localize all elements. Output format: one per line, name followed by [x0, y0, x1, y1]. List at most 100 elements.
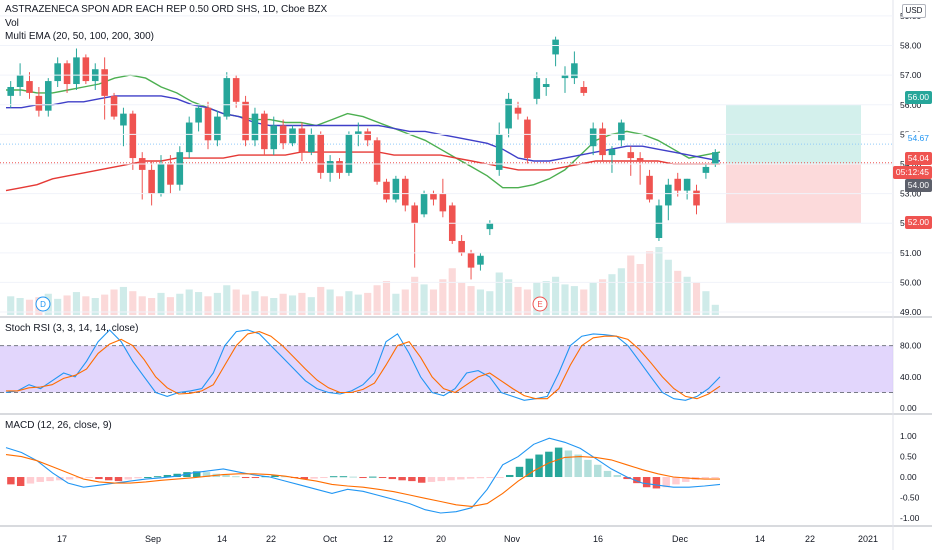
- macd-histogram-bar: [193, 471, 201, 478]
- macd-histogram-bar: [95, 477, 103, 480]
- macd-tick-label: -1.00: [900, 513, 920, 523]
- macd-histogram-bar: [613, 474, 622, 478]
- volume-bar: [335, 296, 344, 315]
- volume-bar: [683, 276, 691, 315]
- price-tick-label: 58.00: [900, 41, 922, 51]
- candle-body: [486, 223, 494, 230]
- macd-histogram-bar: [104, 477, 113, 481]
- volume-bar: [129, 291, 137, 315]
- candle-body: [599, 128, 606, 156]
- candle-body: [251, 113, 259, 141]
- volume-bar: [91, 298, 99, 315]
- ema-line: [6, 74, 721, 189]
- candle-body: [514, 107, 522, 114]
- macd-histogram-bar: [271, 475, 279, 478]
- macd-histogram-bar: [623, 477, 631, 480]
- macd-tick-label: 0.50: [900, 452, 917, 462]
- time-axis-label: 16: [593, 534, 603, 544]
- macd-histogram-bar: [496, 477, 504, 479]
- candle-body: [44, 81, 52, 111]
- macd-histogram-bar: [153, 476, 162, 478]
- candle-body: [693, 190, 700, 206]
- time-axis-label: Sep: [145, 534, 161, 544]
- candle-body: [439, 193, 447, 212]
- volume-bar: [270, 298, 278, 315]
- time-axis-label: 14: [755, 534, 765, 544]
- macd-histogram-bar: [36, 477, 44, 482]
- volume-bar: [486, 291, 494, 315]
- candle-body: [308, 134, 315, 153]
- stoch-rsi-label[interactable]: Stoch RSI (3, 3, 14, 14, close): [5, 323, 139, 334]
- volume-bar: [627, 255, 635, 315]
- volume-bar: [54, 298, 62, 315]
- macd-tick-label: 0.00: [900, 472, 917, 482]
- event-marker-label: D: [40, 300, 46, 309]
- candle-body: [627, 152, 635, 159]
- last-price-tag: 54.04: [904, 152, 932, 165]
- candle-body: [232, 78, 240, 102]
- candle-body: [430, 193, 437, 200]
- currency-badge[interactable]: USD: [902, 4, 926, 18]
- candle-body: [120, 113, 127, 126]
- macd-histogram-bar: [554, 447, 563, 478]
- volume-bar: [382, 281, 391, 315]
- volume-bars: [7, 247, 719, 315]
- macd-histogram-bar: [251, 477, 260, 479]
- volume-bar: [157, 292, 165, 315]
- entry-price-tag: 54.00: [904, 179, 932, 192]
- candle-body: [618, 122, 625, 141]
- candle-body: [401, 178, 409, 206]
- symbol-title[interactable]: ASTRAZENECA SPON ADR EACH REP 0.50 ORD S…: [5, 4, 328, 15]
- volume-bar: [711, 304, 719, 315]
- volume-bar: [16, 298, 24, 315]
- event-marker: [532, 296, 548, 312]
- candle-body: [467, 252, 475, 268]
- macd-histogram-bar: [65, 477, 74, 480]
- volume-bar: [298, 292, 306, 315]
- stoch-tick-label: 0.00: [900, 403, 917, 413]
- macd-label[interactable]: MACD (12, 26, close, 9): [5, 420, 112, 431]
- macd-histogram-bar: [310, 477, 318, 479]
- volume-bar: [561, 284, 569, 315]
- volume-bar: [345, 291, 353, 315]
- volume-bar: [176, 293, 184, 315]
- target-price-tag: 56.00: [904, 91, 932, 104]
- price-tick-label: 50.00: [900, 277, 922, 287]
- stoch-tick-label: 40.00: [900, 372, 922, 382]
- volume-bar: [523, 289, 531, 315]
- macd-histogram-bar: [339, 476, 348, 478]
- macd-histogram-bar: [7, 477, 15, 485]
- volume-bar: [617, 268, 625, 315]
- macd-tick-label: 1.00: [900, 431, 917, 441]
- candle-body: [195, 107, 202, 123]
- ema-indicator-label[interactable]: Multi EMA (20, 50, 100, 200, 300): [5, 31, 154, 42]
- time-axis-label: 14: [217, 534, 227, 544]
- volume-bar: [674, 270, 682, 315]
- candle-body: [336, 161, 343, 173]
- macd-histogram-bar: [173, 473, 181, 478]
- macd-histogram-bar: [545, 451, 553, 478]
- candle-body: [589, 128, 597, 147]
- volume-bar: [166, 297, 174, 315]
- volume-bar: [608, 274, 616, 315]
- candle-body: [355, 131, 362, 135]
- candle-body: [298, 128, 306, 153]
- bar-countdown-tag: 05:12:45: [892, 166, 932, 179]
- macd-histogram-bar: [281, 476, 289, 478]
- volume-indicator-label[interactable]: Vol: [5, 18, 19, 29]
- macd-histogram-bar: [476, 477, 485, 479]
- macd-histogram-bar: [349, 476, 357, 478]
- macd-histogram-bar: [232, 476, 240, 478]
- candle-body: [571, 63, 578, 79]
- candle-body: [82, 57, 90, 82]
- ema-line: [5, 151, 720, 192]
- candle-body: [73, 57, 80, 85]
- candle-body: [683, 178, 691, 191]
- candle-body: [223, 78, 231, 117]
- volume-bar: [213, 292, 221, 315]
- volume-bar: [119, 286, 128, 315]
- macd-histogram-bar: [642, 477, 651, 488]
- volume-bar: [364, 292, 372, 315]
- candle-body: [580, 86, 588, 93]
